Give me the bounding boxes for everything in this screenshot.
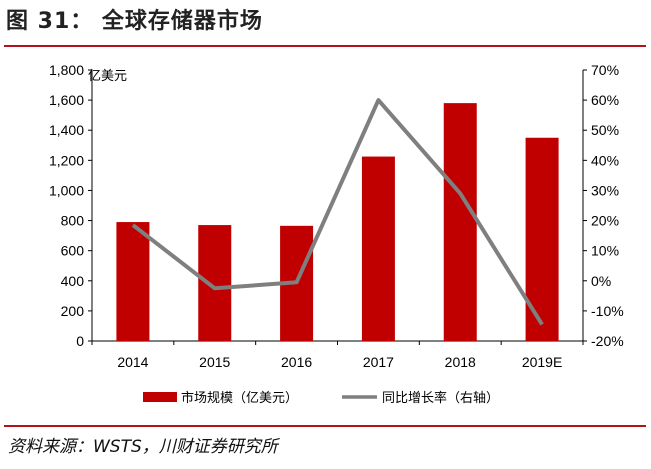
y-right-tick-label: 0% <box>591 273 611 289</box>
x-tick-label: 2019E <box>522 354 562 370</box>
top-divider <box>4 45 646 47</box>
line-series <box>131 98 544 326</box>
bar-2019E <box>525 137 559 341</box>
chart-axes <box>88 69 587 345</box>
bottom-divider <box>4 425 646 427</box>
bar-2018 <box>443 103 477 341</box>
bar-2014 <box>116 222 150 341</box>
y-right-labels: -20% -10% 0% 10% 20% 30% 40% 50% 60% 70% <box>591 62 624 349</box>
y-right-tick-label: 10% <box>591 243 619 259</box>
x-tick-label: 2016 <box>281 354 312 370</box>
x-tick-label: 2017 <box>363 354 394 370</box>
y-right-tick-label: 60% <box>591 92 619 108</box>
y-left-tick-label: 400 <box>61 273 85 289</box>
x-tick-label: 2015 <box>199 354 230 370</box>
y-right-tick-label: 70% <box>591 62 619 78</box>
y-left-unit: 亿美元 <box>88 69 127 84</box>
y-right-tick-label: 50% <box>591 122 619 138</box>
bar-series <box>116 103 559 341</box>
y-left-tick-label: 1,800 <box>49 62 84 78</box>
y-right-tick-label: 40% <box>591 152 619 168</box>
y-left-tick-label: 800 <box>61 213 85 229</box>
source-note: 资料来源：WSTS，川财证券研究所 <box>8 437 278 457</box>
figure-title: 图 31： 全球存储器市场 <box>6 9 263 34</box>
y-left-tick-label: 1,600 <box>49 92 84 108</box>
y-left-labels: 0 200 400 600 800 1,000 1,200 1,400 1,600 1,800 <box>49 62 84 349</box>
y-left-tick-label: 0 <box>76 333 84 349</box>
legend-bar-swatch <box>143 392 177 402</box>
y-right-tick-label: -20% <box>591 333 624 349</box>
y-right-tick-label: 20% <box>591 213 619 229</box>
x-axis-labels: 2014 2015 2016 2017 2018 2019E <box>117 354 562 370</box>
bar-2017 <box>361 156 395 341</box>
legend-line-label: 同比增长率（右轴） <box>382 390 499 406</box>
x-tick-label: 2018 <box>445 354 476 370</box>
y-right-tick-label: 30% <box>591 182 619 198</box>
legend: 市场规模（亿美元） 同比增长率（右轴） <box>143 390 499 406</box>
y-left-tick-label: 600 <box>61 243 85 259</box>
y-right-tick-label: -10% <box>591 303 624 319</box>
bar-2015 <box>198 225 232 341</box>
y-left-tick-label: 1,200 <box>49 152 84 168</box>
legend-bar-label: 市场规模（亿美元） <box>181 390 298 406</box>
y-left-tick-label: 1,000 <box>49 182 84 198</box>
y-left-tick-label: 200 <box>61 303 85 319</box>
y-left-tick-label: 1,400 <box>49 122 84 138</box>
growth-rate-line <box>131 98 544 326</box>
x-tick-label: 2014 <box>117 354 148 370</box>
